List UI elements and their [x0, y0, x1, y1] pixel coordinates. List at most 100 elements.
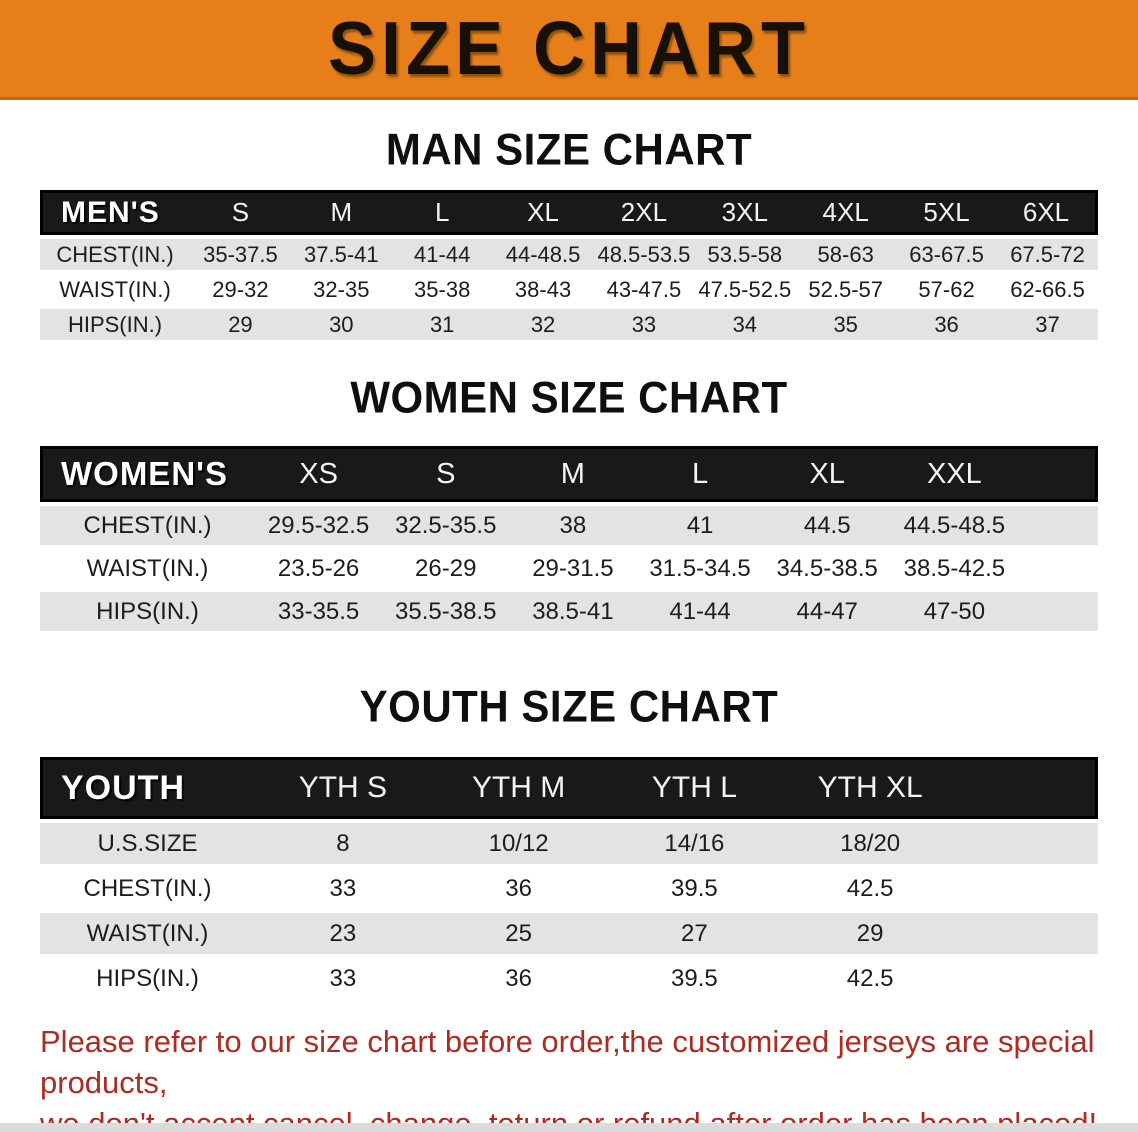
size-value: 42.5	[846, 964, 894, 992]
men-column-header: L	[391, 190, 493, 235]
size-value: 35-38	[414, 276, 471, 302]
youth-section-title: YOUTH SIZE CHART	[359, 681, 779, 732]
size-value: 23	[329, 919, 357, 947]
spacer-cell	[1018, 446, 1098, 502]
women-column-header: XL	[763, 446, 891, 502]
size-value: 29-31.5	[532, 554, 614, 582]
section-men: MAN SIZE CHART MEN'S S M L XL 2XL 3XL 4XL 5XL 6XL…	[0, 125, 1138, 344]
measurement-label: WAIST(IN.)	[86, 919, 209, 947]
youth-column-header: YTH S	[255, 757, 431, 819]
size-value: 25	[505, 919, 532, 947]
men-column-header: 2XL	[593, 190, 695, 235]
size-value: 38.5-42.5	[903, 554, 1006, 582]
size-value: 63-67.5	[909, 241, 984, 267]
size-value: 27	[681, 919, 708, 947]
spacer-cell	[1018, 549, 1098, 588]
women-row: WAIST(IN.) 23.5-26 26-29 29-31.5 31.5-34.5 34…	[40, 549, 1098, 588]
men-row: WAIST(IN.) 29-32 32-35 35-38 38-43 43-47.5 47.…	[40, 274, 1098, 305]
size-value: 29	[856, 919, 884, 947]
size-value: 36	[505, 964, 532, 992]
youth-column-header: YTH L	[606, 757, 783, 819]
size-value: 37	[1035, 311, 1060, 337]
size-value: 32-35	[313, 276, 370, 302]
size-value: 41-44	[414, 241, 471, 267]
size-value: 33	[329, 874, 357, 902]
size-value: 38.5-41	[532, 597, 614, 625]
measurement-label: HIPS(IN.)	[67, 311, 163, 337]
size-value: 8	[336, 829, 350, 857]
measurement-label: CHEST(IN.)	[83, 511, 212, 539]
size-value: 10/12	[488, 829, 549, 857]
size-value: 31	[429, 311, 455, 337]
section-women: WOMEN SIZE CHART WOMEN'S XS S M L XL XXL CHEST(…	[0, 372, 1138, 635]
size-value: 38-43	[514, 276, 572, 302]
women-column-header: L	[636, 446, 764, 502]
men-column-header: S	[190, 190, 291, 235]
men-group-label: MEN'S	[40, 190, 190, 235]
size-value: 48.5-53.5	[597, 241, 691, 267]
size-value: 47-50	[923, 597, 986, 625]
size-value: 29	[228, 311, 253, 337]
size-value: 34.5-38.5	[776, 554, 878, 582]
order-notice: Please refer to our size chart before or…	[40, 1021, 1118, 1132]
size-value: 39.5	[671, 874, 718, 902]
men-column-header: XL	[492, 190, 594, 235]
size-value: 38	[559, 511, 587, 539]
measurement-label: U.S.SIZE	[97, 829, 198, 857]
spacer-cell	[958, 913, 1098, 954]
size-value: 35.5-38.5	[395, 597, 497, 625]
size-value: 39.5	[671, 964, 718, 992]
men-column-header: 5XL	[896, 190, 997, 235]
women-size-table: WOMEN'S XS S M L XL XXL CHEST(IN.) 29.5-32.5 32.5…	[40, 442, 1098, 635]
men-column-header: M	[290, 190, 392, 235]
spacer-cell	[958, 823, 1098, 864]
men-column-header: 3XL	[694, 190, 796, 235]
spacer-cell	[1018, 592, 1098, 631]
measurement-label: CHEST(IN.)	[83, 874, 212, 902]
size-value: 18/20	[840, 829, 901, 857]
page-title: SIZE CHART	[328, 6, 810, 91]
size-value: 52.5-57	[808, 276, 883, 302]
size-value: 30	[329, 311, 354, 337]
size-value: 47.5-52.5	[698, 276, 792, 302]
women-column-header: XXL	[890, 446, 1018, 502]
size-value: 62-66.5	[1010, 276, 1085, 302]
section-youth: YOUTH SIZE CHART YOUTH YTH S YTH M YTH L YTH…	[0, 681, 1138, 1003]
men-column-header: 6XL	[997, 190, 1098, 235]
youth-group-label: YOUTH	[40, 757, 255, 819]
size-value: 44-47	[796, 597, 858, 625]
size-value: 32	[530, 311, 556, 337]
youth-column-header: YTH XL	[782, 757, 958, 819]
women-row: CHEST(IN.) 29.5-32.5 32.5-35.5 38 41 44.5 44.5…	[40, 506, 1098, 545]
youth-column-header: YTH M	[430, 757, 607, 819]
size-value: 57-62	[918, 276, 975, 302]
youth-row: U.S.SIZE 8 10/12 14/16 18/20	[40, 823, 1098, 864]
size-value: 29-32	[212, 276, 269, 302]
men-row: CHEST(IN.) 35-37.5 37.5-41 41-44 44-48.5 48.5…	[40, 239, 1098, 270]
size-value: 32.5-35.5	[395, 511, 497, 539]
men-column-header: 4XL	[795, 190, 897, 235]
men-row: HIPS(IN.) 29 30 31 32 33 34 35 36 37	[40, 309, 1098, 340]
size-value: 42.5	[846, 874, 894, 902]
size-value: 44-48.5	[505, 241, 581, 267]
size-value: 34	[732, 311, 758, 337]
men-header-row: MEN'S S M L XL 2XL 3XL 4XL 5XL 6XL	[40, 190, 1098, 235]
size-value: 58-63	[817, 241, 874, 267]
youth-row: CHEST(IN.) 33 36 39.5 42.5	[40, 868, 1098, 909]
women-section-title: WOMEN SIZE CHART	[350, 372, 788, 423]
measurement-label: HIPS(IN.)	[96, 597, 199, 625]
bottom-edge-strip	[0, 1123, 1138, 1132]
size-value: 36	[505, 874, 532, 902]
women-column-header: XS	[255, 446, 383, 502]
women-column-header: M	[509, 446, 637, 502]
size-value: 36	[934, 311, 959, 337]
size-value: 67.5-72	[1010, 241, 1085, 267]
measurement-label: WAIST(IN.)	[59, 276, 171, 302]
youth-row: HIPS(IN.) 33 36 39.5 42.5	[40, 958, 1098, 999]
banner: SIZE CHART	[0, 0, 1138, 100]
spacer-cell	[958, 868, 1098, 909]
size-value: 14/16	[664, 829, 725, 857]
women-column-header: S	[382, 446, 510, 502]
measurement-label: CHEST(IN.)	[56, 241, 174, 267]
